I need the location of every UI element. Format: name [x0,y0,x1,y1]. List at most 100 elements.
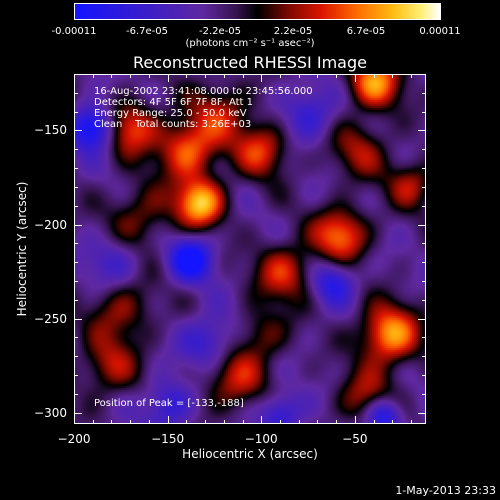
y-minor-tick [74,74,78,75]
x-minor-tick [92,74,94,78]
y-minor-tick [422,205,426,207]
y-minor-tick [74,337,78,339]
y-major-tick [74,318,82,320]
x-major-tick [354,74,356,82]
x-minor-tick [111,74,113,78]
x-minor-tick [205,420,207,424]
annotation-energy-range: Energy Range: 25.0 - 50.0 keV [94,108,247,119]
y-minor-tick [422,168,426,170]
x-minor-tick [336,420,338,424]
x-minor-tick [223,74,225,78]
x-minor-tick [130,74,132,78]
colorbar-tick-label: 6.7e-05 [346,26,386,37]
x-tick-label: −200 [57,432,91,446]
x-minor-tick [411,74,413,78]
y-minor-tick [422,280,426,282]
y-minor-tick [422,186,426,188]
x-minor-tick [186,420,188,424]
x-minor-tick [148,74,150,78]
y-minor-tick [422,111,426,113]
y-major-tick [74,224,82,226]
y-minor-tick [422,262,426,264]
y-major-tick [418,412,426,414]
y-minor-tick [422,92,426,94]
y-minor-tick [74,205,78,207]
y-tick-label: −300 [34,405,67,420]
colorbar-tick-label: 0.00011 [419,26,461,37]
colorbar-tick-label: -0.00011 [51,26,97,37]
x-minor-tick [298,74,300,78]
x-minor-tick [392,420,394,424]
annotation-time-range: 16-Aug-2002 23:41:08.000 to 23:45:56.000 [94,86,313,97]
x-minor-tick [223,420,225,424]
x-major-tick [354,416,356,424]
x-minor-tick [111,420,113,424]
footer-date: 1-May-2013 23:33 [395,484,496,497]
y-minor-tick [422,74,426,75]
x-minor-tick [130,420,132,424]
y-minor-tick [74,375,78,377]
x-tick-label: −50 [342,432,368,446]
x-minor-tick [298,420,300,424]
x-minor-tick [92,420,94,424]
y-major-tick [74,130,82,132]
y-tick-label: −250 [34,311,67,326]
x-axis-label: Heliocentric X (arcsec) [182,447,318,461]
x-major-tick [261,416,263,424]
y-minor-tick [74,280,78,282]
y-minor-tick [74,299,78,301]
colorbar-gradient [74,3,441,20]
colorbar [74,3,441,20]
y-minor-tick [422,356,426,358]
x-tick-label: −150 [151,432,185,446]
x-minor-tick [279,420,281,424]
x-minor-tick [336,74,338,78]
y-minor-tick [74,92,78,94]
y-minor-tick [422,393,426,395]
y-tick-label: −150 [34,123,67,138]
x-minor-tick [411,420,413,424]
y-major-tick [418,224,426,226]
y-minor-tick [74,149,78,151]
x-minor-tick [317,74,319,78]
y-major-tick [418,318,426,320]
y-minor-tick [422,337,426,339]
y-minor-tick [74,356,78,358]
chart-title: Reconstructed RHESSI Image [133,53,367,72]
y-axis-label: Heliocentric Y (arcsec) [15,181,29,317]
colorbar-tick-label: -6.7e-05 [126,26,168,37]
x-minor-tick [205,74,207,78]
heatmap-image [74,74,426,424]
x-minor-tick [392,74,394,78]
x-minor-tick [279,74,281,78]
annotation-peak-position: Position of Peak = [-133,-188] [94,398,244,409]
x-major-tick [74,74,75,82]
x-minor-tick [148,420,150,424]
y-minor-tick [422,149,426,151]
y-major-tick [74,412,82,414]
y-minor-tick [422,375,426,377]
y-minor-tick [422,243,426,245]
x-minor-tick [242,420,244,424]
x-minor-tick [317,420,319,424]
y-minor-tick [74,168,78,170]
x-major-tick [167,74,169,82]
x-minor-tick [373,420,375,424]
x-tick-label: −100 [244,432,278,446]
y-minor-tick [74,243,78,245]
x-major-tick [261,74,263,82]
colorbar-units-label: (photons cm⁻² s⁻¹ asec⁻²) [185,38,315,49]
y-tick-label: −200 [34,217,67,232]
x-major-tick [167,416,169,424]
y-minor-tick [74,393,78,395]
x-minor-tick [242,74,244,78]
y-minor-tick [74,262,78,264]
annotation-clean: Clean Total counts: 3.26E+03 [94,119,252,130]
y-minor-tick [74,111,78,113]
colorbar-tick-label: 2.2e-05 [273,26,313,37]
x-minor-tick [373,74,375,78]
y-minor-tick [74,186,78,188]
x-major-tick [74,416,75,424]
y-minor-tick [422,299,426,301]
annotation-detectors: Detectors: 4F 5F 6F 7F 8F, Att 1 [94,97,254,108]
